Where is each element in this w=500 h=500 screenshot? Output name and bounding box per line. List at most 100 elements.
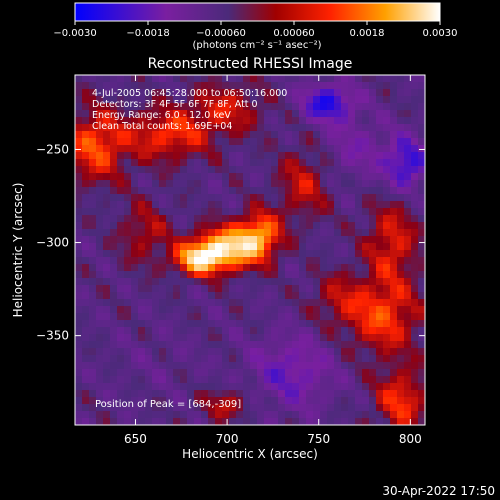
heatmap-cell bbox=[397, 222, 405, 230]
heatmap-cell bbox=[229, 194, 237, 202]
heatmap-cell bbox=[383, 173, 391, 181]
heatmap-cell bbox=[278, 348, 286, 356]
heatmap-cell bbox=[201, 362, 209, 370]
heatmap-cell bbox=[145, 278, 153, 286]
heatmap-cell bbox=[411, 334, 419, 342]
heatmap-cell bbox=[159, 222, 167, 230]
heatmap-cell bbox=[110, 208, 118, 216]
heatmap-cell bbox=[383, 320, 391, 328]
heatmap-cell bbox=[264, 383, 272, 391]
heatmap-cell bbox=[411, 285, 419, 293]
heatmap-cell bbox=[180, 180, 188, 188]
heatmap-cell bbox=[110, 418, 118, 426]
heatmap-cell bbox=[418, 285, 426, 293]
heatmap-cell bbox=[110, 187, 118, 195]
heatmap-cell bbox=[250, 355, 258, 363]
heatmap-cell bbox=[306, 159, 314, 167]
heatmap-cell bbox=[313, 306, 321, 314]
heatmap-cell bbox=[418, 397, 426, 405]
heatmap-cell bbox=[124, 110, 132, 118]
heatmap-cell bbox=[173, 299, 181, 307]
heatmap-cell bbox=[257, 411, 265, 419]
heatmap-cell bbox=[348, 229, 356, 237]
heatmap-cell bbox=[264, 362, 272, 370]
heatmap-cell bbox=[117, 397, 125, 405]
heatmap-cell bbox=[75, 327, 83, 335]
heatmap-cell bbox=[362, 222, 370, 230]
heatmap-cell bbox=[313, 264, 321, 272]
heatmap-cell bbox=[250, 82, 258, 90]
heatmap-cell bbox=[208, 264, 216, 272]
heatmap-cell bbox=[145, 411, 153, 419]
heatmap-cell bbox=[397, 96, 405, 104]
heatmap-cell bbox=[96, 264, 104, 272]
heatmap-cell bbox=[369, 348, 377, 356]
heatmap-cell bbox=[320, 124, 328, 132]
heatmap-cell bbox=[376, 201, 384, 209]
heatmap-cell bbox=[131, 222, 139, 230]
heatmap-cell bbox=[327, 229, 335, 237]
heatmap-cell bbox=[334, 236, 342, 244]
heatmap-cell bbox=[110, 194, 118, 202]
heatmap-cell bbox=[292, 292, 300, 300]
heatmap-cell bbox=[117, 208, 125, 216]
heatmap-cell bbox=[306, 327, 314, 335]
heatmap-cell bbox=[348, 117, 356, 125]
heatmap-cell bbox=[229, 180, 237, 188]
heatmap-cell bbox=[320, 362, 328, 370]
heatmap-cell bbox=[348, 75, 356, 83]
heatmap-cell bbox=[243, 138, 251, 146]
heatmap-cell bbox=[306, 166, 314, 174]
heatmap-cell bbox=[187, 187, 195, 195]
heatmap-cell bbox=[278, 145, 286, 153]
heatmap-cell bbox=[201, 236, 209, 244]
heatmap-cell bbox=[215, 271, 223, 279]
heatmap-cell bbox=[145, 187, 153, 195]
heatmap-cell bbox=[124, 103, 132, 111]
heatmap-cell bbox=[89, 362, 97, 370]
heatmap-cell bbox=[369, 418, 377, 426]
heatmap-cell bbox=[355, 124, 363, 132]
heatmap-cell bbox=[362, 397, 370, 405]
heatmap-cell bbox=[418, 152, 426, 160]
heatmap-cell bbox=[390, 110, 398, 118]
heatmap-cell bbox=[117, 271, 125, 279]
heatmap-cell bbox=[250, 152, 258, 160]
heatmap-cell bbox=[187, 243, 195, 251]
heatmap-cell bbox=[145, 264, 153, 272]
heatmap-cell bbox=[103, 222, 111, 230]
heatmap-cell bbox=[229, 418, 237, 426]
heatmap-cell bbox=[376, 376, 384, 384]
heatmap-cell bbox=[145, 110, 153, 118]
heatmap-cell bbox=[159, 404, 167, 412]
heatmap-cell bbox=[257, 173, 265, 181]
heatmap-cell bbox=[397, 411, 405, 419]
heatmap-cell bbox=[152, 299, 160, 307]
heatmap-cell bbox=[278, 341, 286, 349]
heatmap-cell bbox=[264, 285, 272, 293]
heatmap-cell bbox=[103, 110, 111, 118]
heatmap-cell bbox=[306, 369, 314, 377]
heatmap-cell bbox=[369, 236, 377, 244]
heatmap-cell bbox=[75, 222, 83, 230]
heatmap-cell bbox=[376, 313, 384, 321]
heatmap-cell bbox=[271, 229, 279, 237]
heatmap-cell bbox=[194, 348, 202, 356]
heatmap-cell bbox=[320, 264, 328, 272]
heatmap-cell bbox=[313, 411, 321, 419]
heatmap-cell bbox=[117, 173, 125, 181]
heatmap-cell bbox=[348, 313, 356, 321]
heatmap-cell bbox=[250, 264, 258, 272]
heatmap-cell bbox=[278, 152, 286, 160]
heatmap-cell bbox=[145, 117, 153, 125]
heatmap-cell bbox=[355, 285, 363, 293]
heatmap-cell bbox=[376, 124, 384, 132]
heatmap-cell bbox=[138, 376, 146, 384]
heatmap-cell bbox=[201, 383, 209, 391]
heatmap-cell bbox=[201, 201, 209, 209]
heatmap-cell bbox=[173, 208, 181, 216]
heatmap-cell bbox=[166, 411, 174, 419]
heatmap-cell bbox=[82, 334, 90, 342]
heatmap-cell bbox=[187, 110, 195, 118]
heatmap-cell bbox=[103, 138, 111, 146]
